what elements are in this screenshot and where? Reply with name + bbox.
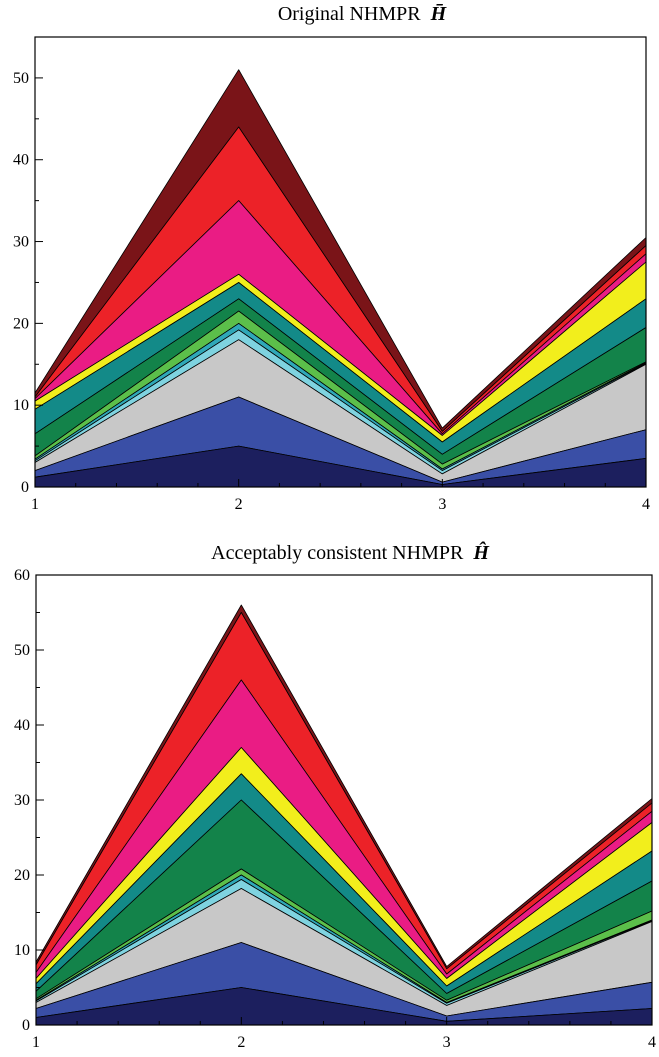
y-tick-label: 10 <box>14 942 30 959</box>
y-tick-label: 40 <box>14 717 30 734</box>
chart-original: Original NHMPR H̄̄ 0 10 20 30 40 50 1 2 3 4 <box>13 3 650 513</box>
y-tick-label: 50 <box>14 642 30 659</box>
y-tick-label: 60 <box>14 567 30 584</box>
axes: 0 10 20 30 40 50 60 1 2 3 4 <box>14 567 656 1051</box>
area-stack <box>34 69 647 488</box>
y-tick-label: 10 <box>13 397 29 414</box>
axes: 0 10 20 30 40 50 1 2 3 4 <box>13 36 650 513</box>
x-tick-label: 4 <box>648 1034 656 1051</box>
x-tick-label: 3 <box>443 1034 451 1051</box>
y-tick-label: 20 <box>13 315 29 332</box>
y-tick-label: 20 <box>14 867 30 884</box>
x-tick-label: 3 <box>438 496 446 513</box>
y-tick-label: 40 <box>13 152 29 169</box>
chart-title-acceptably-consistent: Acceptably consistent NHMPR Ĥ <box>211 540 490 564</box>
x-tick-label: 2 <box>235 496 243 513</box>
x-tick-label: 1 <box>32 1034 40 1051</box>
y-tick-label: 50 <box>13 70 29 87</box>
x-tick-label: 4 <box>642 496 650 513</box>
plot-frame <box>34 36 647 488</box>
y-tick-label: 30 <box>13 234 29 251</box>
y-tick-label: 0 <box>22 1017 30 1034</box>
y-tick-label: 30 <box>14 792 30 809</box>
x-tick-label: 2 <box>237 1034 245 1051</box>
area-stack <box>35 604 653 1026</box>
x-tick-label: 1 <box>31 496 39 513</box>
chart-title-original: Original NHMPR H̄̄ <box>278 3 448 25</box>
y-tick-label: 0 <box>21 479 29 496</box>
chart-acceptably-consistent: Acceptably consistent NHMPR Ĥ 0 10 20 30 40 5… <box>14 540 656 1051</box>
